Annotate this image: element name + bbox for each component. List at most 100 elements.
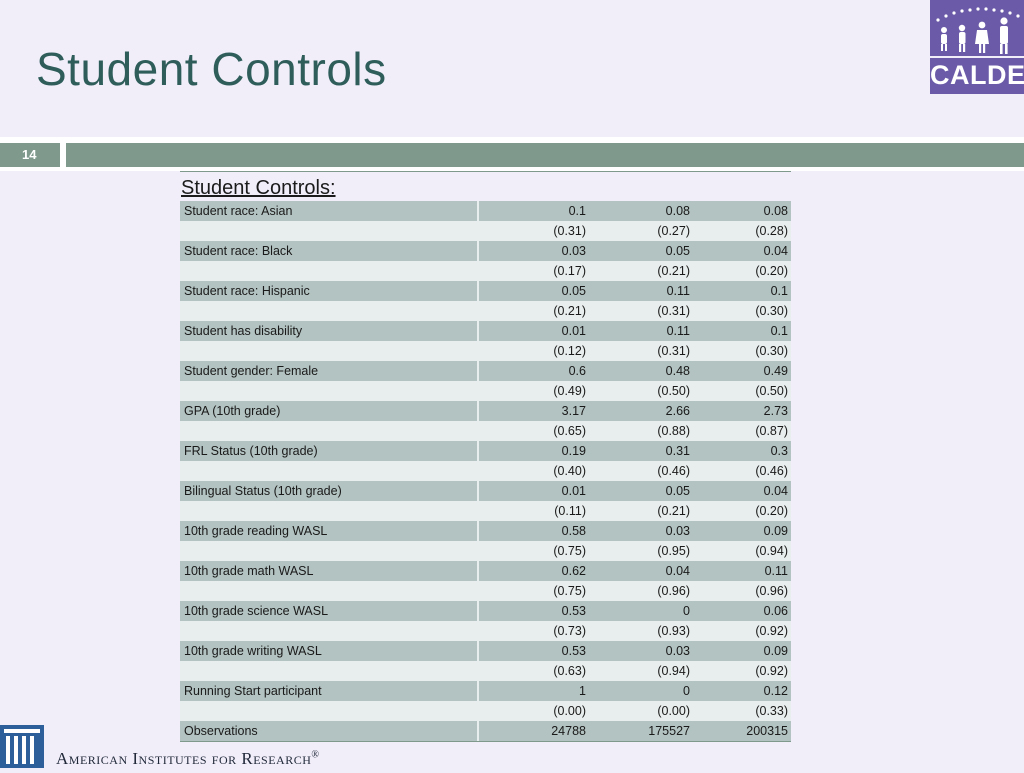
row-value-col-2: (0.00): [589, 701, 693, 721]
row-value-col-1: 0.05: [478, 281, 589, 301]
table-row: (0.49) (0.50) (0.50): [180, 381, 791, 401]
row-value-col-2: (0.93): [589, 621, 693, 641]
row-value-col-3: 0.04: [693, 481, 791, 501]
row-label: FRL Status (10th grade): [180, 441, 479, 461]
row-value-col-3: (0.96): [693, 581, 791, 601]
row-value-col-3: (0.33): [693, 701, 791, 721]
air-columns-logo-icon: [0, 725, 44, 768]
row-value-col-3: (0.30): [693, 341, 791, 361]
row-value-col-1: (0.75): [478, 581, 589, 601]
row-value-col-2: 0.05: [589, 481, 693, 501]
row-label: Running Start participant: [180, 681, 479, 701]
row-value-col-1: 24788: [478, 721, 589, 741]
row-value-col-1: (0.73): [478, 621, 589, 641]
table-row: (0.11) (0.21) (0.20): [180, 501, 791, 521]
row-value-col-2: (0.27): [589, 221, 693, 241]
row-value-col-3: 0.06: [693, 601, 791, 621]
row-label: [180, 301, 479, 321]
row-label: Student race: Hispanic: [180, 281, 479, 301]
table-body: Student race: Asian 0.1 0.08 0.08 (0.31) (0.2…: [180, 201, 791, 741]
row-value-col-2: (0.31): [589, 341, 693, 361]
row-value-col-1: (0.17): [478, 261, 589, 281]
row-value-col-1: (0.65): [478, 421, 589, 441]
row-value-col-3: (0.92): [693, 661, 791, 681]
row-value-col-1: 3.17: [478, 401, 589, 421]
row-label: [180, 381, 479, 401]
registered-mark: ®: [311, 749, 320, 761]
row-value-col-2: 0.11: [589, 281, 693, 301]
row-value-col-3: 0.1: [693, 281, 791, 301]
row-value-col-2: 0.08: [589, 201, 693, 221]
calder-people-logo-icon: [930, 0, 1024, 56]
row-value-col-1: (0.11): [478, 501, 589, 521]
table-row: (0.73) (0.93) (0.92): [180, 621, 791, 641]
table-bottom-rule: [180, 741, 791, 742]
row-value-col-1: 0.01: [478, 481, 589, 501]
row-value-col-3: (0.20): [693, 261, 791, 281]
table-row: Student gender: Female 0.6 0.48 0.49: [180, 361, 791, 381]
table-row: (0.40) (0.46) (0.46): [180, 461, 791, 481]
row-label: Student gender: Female: [180, 361, 479, 381]
row-value-col-1: 0.53: [478, 601, 589, 621]
row-label: [180, 541, 479, 561]
row-value-col-3: 0.11: [693, 561, 791, 581]
table-row: Observations 24788 175527 200315: [180, 721, 791, 741]
row-value-col-1: (0.63): [478, 661, 589, 681]
table-row: Student race: Black 0.03 0.05 0.04: [180, 241, 791, 261]
table-row: (0.00) (0.00) (0.33): [180, 701, 791, 721]
row-value-col-2: 0.04: [589, 561, 693, 581]
row-value-col-3: (0.46): [693, 461, 791, 481]
row-value-col-2: (0.96): [589, 581, 693, 601]
row-value-col-3: (0.92): [693, 621, 791, 641]
row-value-col-3: 0.3: [693, 441, 791, 461]
row-value-col-2: (0.21): [589, 501, 693, 521]
row-value-col-1: (0.49): [478, 381, 589, 401]
row-value-col-2: 2.66: [589, 401, 693, 421]
footer-org-name-text: American Institutes for Research: [56, 749, 312, 768]
row-value-col-1: (0.12): [478, 341, 589, 361]
table-row: (0.31) (0.27) (0.28): [180, 221, 791, 241]
row-value-col-2: 0.03: [589, 641, 693, 661]
row-value-col-3: 2.73: [693, 401, 791, 421]
row-label: [180, 701, 479, 721]
row-value-col-3: (0.94): [693, 541, 791, 561]
row-value-col-2: (0.88): [589, 421, 693, 441]
row-value-col-3: 0.04: [693, 241, 791, 261]
row-label: [180, 261, 479, 281]
row-label: Bilingual Status (10th grade): [180, 481, 479, 501]
calder-logo-text: CALDER: [930, 58, 1024, 92]
row-label: Student race: Black: [180, 241, 479, 261]
row-value-col-3: (0.50): [693, 381, 791, 401]
table-row: (0.65) (0.88) (0.87): [180, 421, 791, 441]
row-label: [180, 341, 479, 361]
row-value-col-3: 0.08: [693, 201, 791, 221]
row-value-col-2: 0: [589, 601, 693, 621]
row-value-col-3: 0.1: [693, 321, 791, 341]
row-label: Student race: Asian: [180, 201, 479, 221]
table-row: FRL Status (10th grade) 0.19 0.31 0.3: [180, 441, 791, 461]
row-label: [180, 581, 479, 601]
row-label: Observations: [180, 721, 479, 741]
table-row: 10th grade math WASL 0.62 0.04 0.11: [180, 561, 791, 581]
row-value-col-1: 0.58: [478, 521, 589, 541]
table-row: 10th grade science WASL 0.53 0 0.06: [180, 601, 791, 621]
data-table: Student race: Asian 0.1 0.08 0.08 (0.31) (0.2…: [180, 201, 791, 741]
row-value-col-2: 0.03: [589, 521, 693, 541]
row-value-col-1: 0.03: [478, 241, 589, 261]
logo-underline: [930, 92, 1024, 94]
row-value-col-1: (0.00): [478, 701, 589, 721]
row-value-col-2: (0.95): [589, 541, 693, 561]
table-row: Running Start participant 1 0 0.12: [180, 681, 791, 701]
table-row: (0.75) (0.96) (0.96): [180, 581, 791, 601]
row-value-col-1: (0.21): [478, 301, 589, 321]
row-label: 10th grade science WASL: [180, 601, 479, 621]
row-value-col-3: 0.49: [693, 361, 791, 381]
row-value-col-1: (0.75): [478, 541, 589, 561]
page-title: Student Controls: [36, 43, 387, 95]
table-row: (0.17) (0.21) (0.20): [180, 261, 791, 281]
row-value-col-1: 0.6: [478, 361, 589, 381]
table-row: (0.75) (0.95) (0.94): [180, 541, 791, 561]
student-controls-table: Student Controls: Student race: Asian 0.1…: [180, 171, 791, 742]
row-label: [180, 661, 479, 681]
calder-logo: CALDER: [930, 0, 1024, 94]
